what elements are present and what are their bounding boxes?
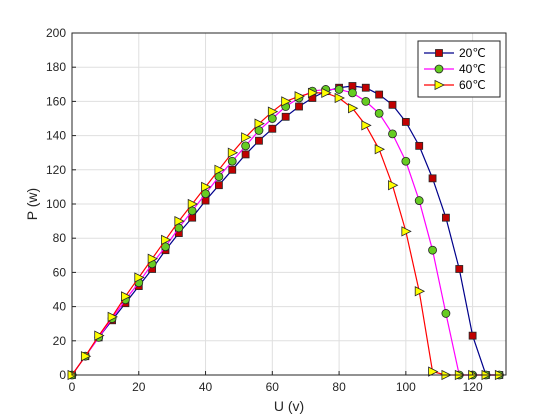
data-point [401,226,412,237]
legend-label: 60℃ [459,78,486,92]
data-point [455,265,464,273]
data-point [268,124,277,133]
data-point [295,102,303,111]
data-point [174,215,185,227]
x-tick-label: 80 [332,380,346,394]
data-point [374,144,386,155]
data-point [428,245,437,255]
data-point [107,311,118,323]
y-tick-label: 160 [46,94,66,108]
data-point [227,156,237,166]
legend-marker [434,79,445,91]
y-tick-label: 140 [46,129,66,143]
data-point [241,141,251,151]
data-point [228,165,237,174]
legend-label: 40℃ [459,62,486,76]
data-point [121,291,132,302]
x-axis-label: U (v) [274,398,304,414]
data-point [388,180,399,191]
data-point [348,103,359,114]
data-point [388,129,397,139]
data-point [201,181,212,193]
data-point [415,141,424,150]
data-point [214,164,225,175]
legend-marker [435,49,443,57]
data-point [401,156,411,166]
data-point [267,106,279,117]
data-point [94,330,105,341]
data-point [401,118,410,126]
data-point [375,90,384,99]
data-point [161,234,172,246]
data-point [468,331,477,340]
data-point [281,96,292,107]
y-tick-label: 200 [46,26,66,40]
data-point [361,83,370,92]
data-point [281,112,290,121]
data-point [414,196,424,205]
y-tick-label: 120 [46,163,66,177]
watermark: 掘金技术社区 @ 可编程芯片开发 [362,401,552,417]
data-point [388,100,397,109]
data-point [428,366,439,377]
data-point [334,85,344,94]
data-point [241,150,250,159]
legend-marker [434,64,444,74]
data-point [307,87,319,98]
x-tick-label: 0 [69,380,76,394]
data-point [334,92,345,104]
y-tick-label: 80 [53,231,67,245]
series-layer [67,82,506,381]
data-point [348,88,357,98]
data-point [361,120,372,131]
y-tick-label: 40 [53,300,67,314]
legend: 20℃ 40℃ 60℃ [417,40,501,98]
data-point [241,132,252,143]
data-point [134,272,145,283]
x-tick-label: 60 [266,380,280,394]
legend-label: 20℃ [459,46,486,60]
data-point [187,198,199,210]
x-tick-label: 40 [199,380,213,394]
data-point [214,181,223,190]
y-axis-label: P (w) [24,188,40,220]
x-tick-label: 100 [396,380,416,394]
data-point [442,213,450,222]
y-tick-label: 60 [53,265,67,279]
data-point [147,253,159,264]
data-point [254,118,265,129]
data-point [321,87,332,98]
data-point [414,286,426,297]
data-point [374,108,384,118]
data-point [441,309,451,318]
y-tick-label: 100 [46,197,66,211]
y-tick-label: 180 [46,60,66,74]
data-point [428,174,437,183]
data-point [294,91,305,102]
data-point [361,97,371,106]
data-point [255,136,263,145]
data-point [80,351,92,362]
data-point [227,147,239,158]
x-tick-label: 20 [132,380,146,394]
y-tick-label: 0 [59,368,66,382]
y-tick-label: 20 [53,334,67,348]
tick-labels: 0 20 40 60 80 100 120 0 20 40 60 80 100 120 140 160 180 2… [46,26,483,394]
x-tick-label: 120 [463,380,483,394]
